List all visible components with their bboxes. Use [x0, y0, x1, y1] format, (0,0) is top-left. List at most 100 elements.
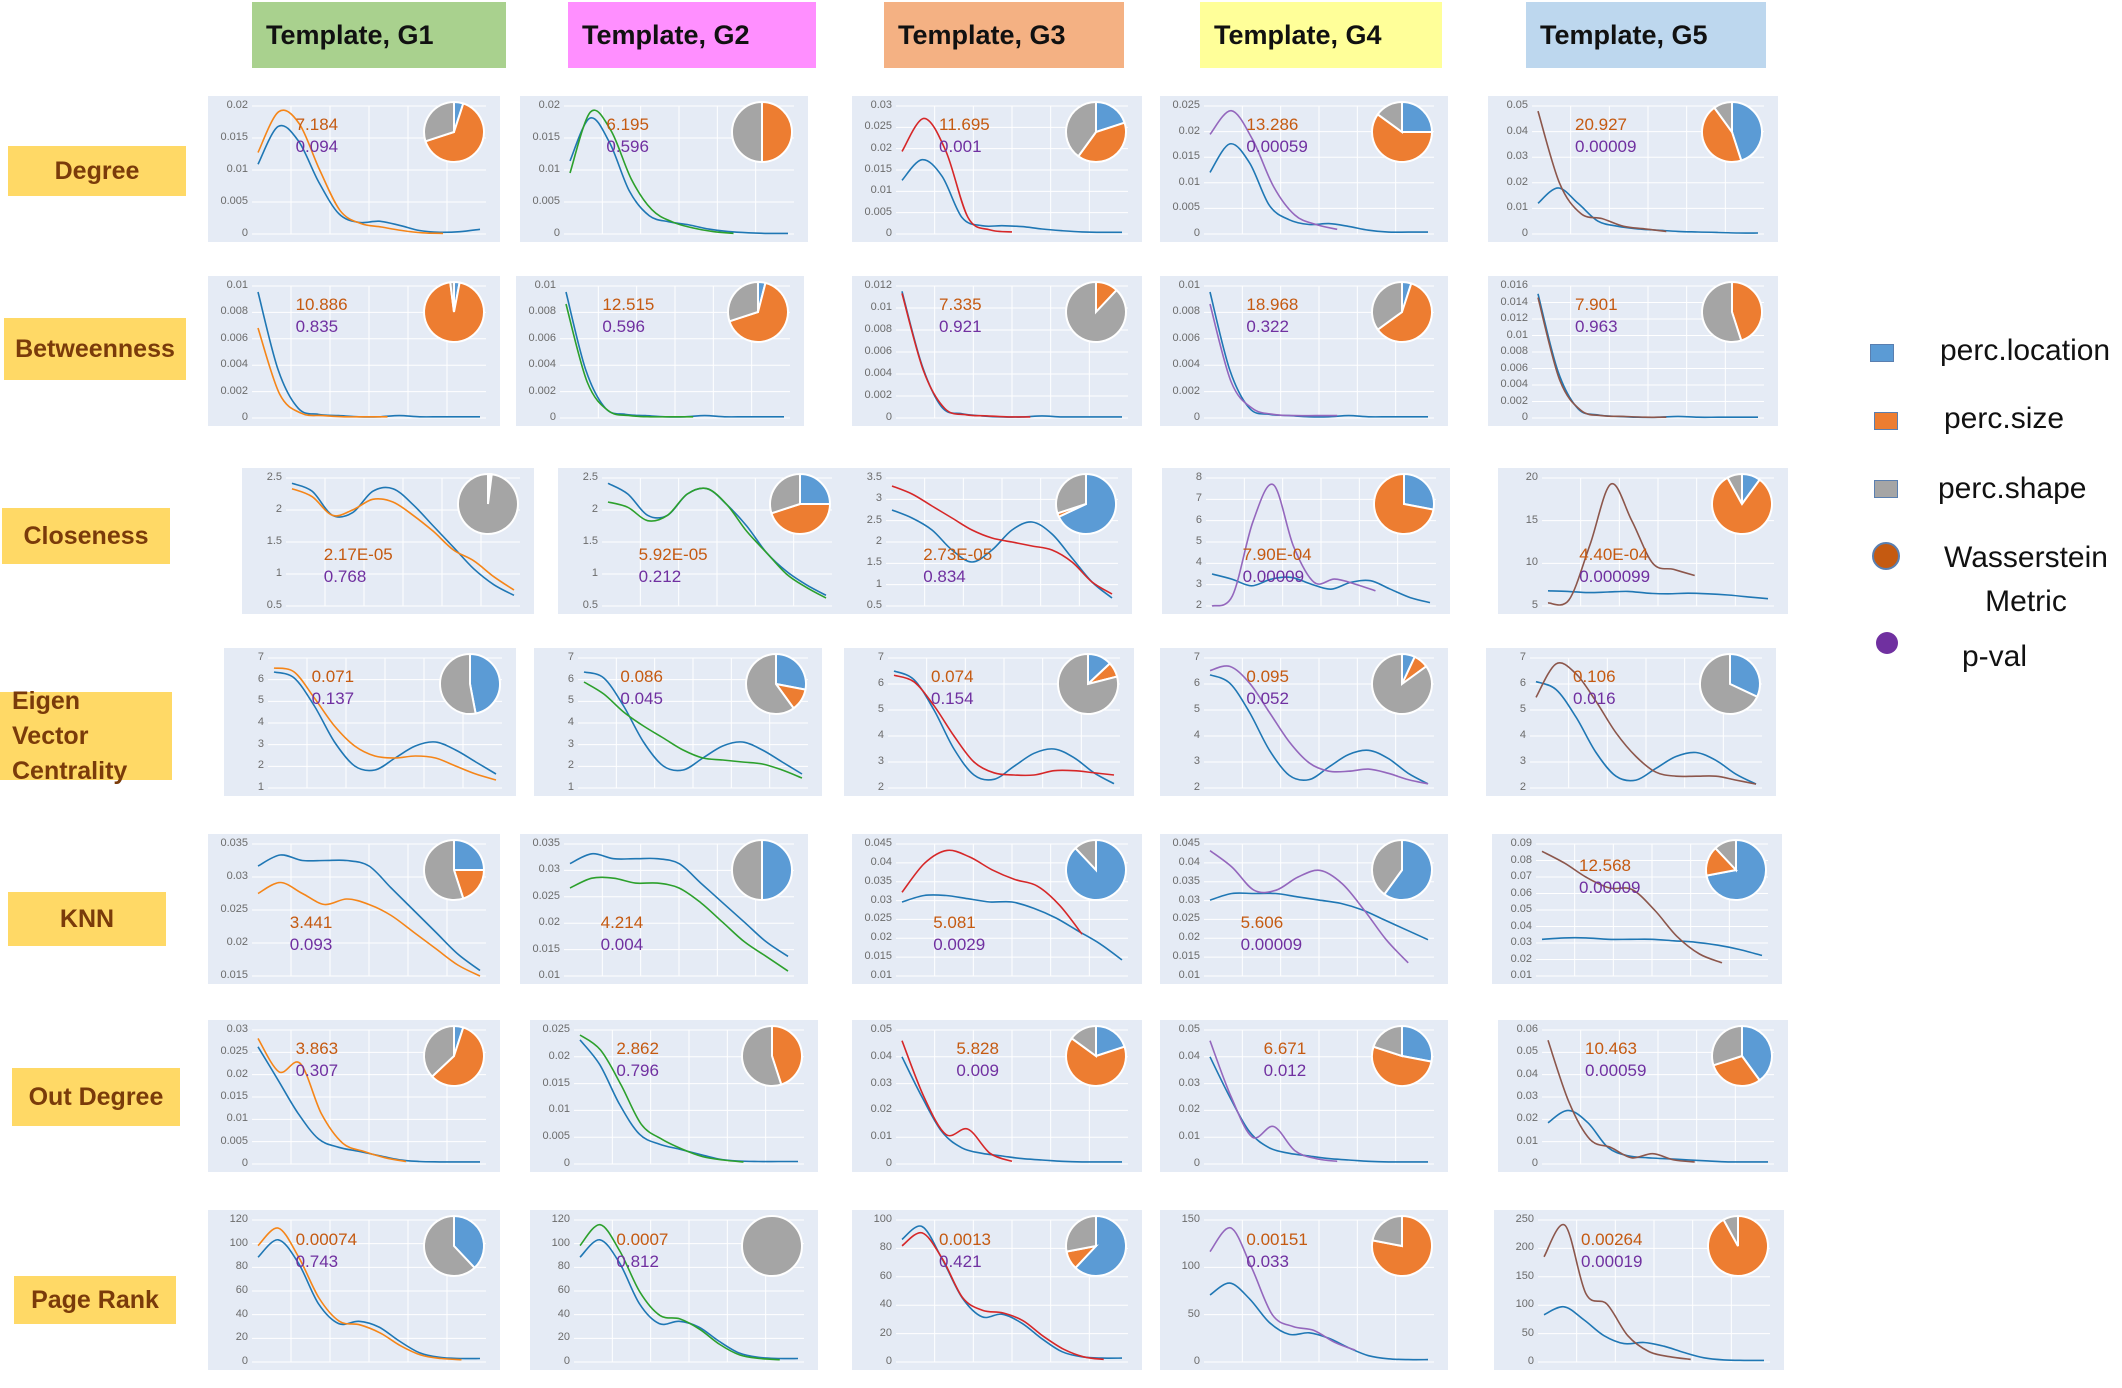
y-tick-label: 0: [1193, 1157, 1200, 1169]
pie-chart: [745, 652, 807, 715]
p-value: 0.212: [638, 566, 682, 586]
wasserstein-value: 0.00151: [1246, 1230, 1308, 1250]
column-header-label: Template, G2: [582, 19, 750, 50]
y-tick-label: 0.015: [864, 950, 892, 963]
y-tick-label: 0.5: [866, 599, 882, 611]
wasserstein-value: 0.00074: [295, 1230, 358, 1250]
chart-panel-betweenness-g3: 0.012 0.01 0.008 0.006 0.004 0.002 0 7.335 0.921: [852, 276, 1142, 426]
y-tick-label: 8: [1195, 471, 1202, 483]
pie-chart: [741, 1024, 803, 1087]
y-tick-label: 1: [567, 781, 574, 793]
wasserstein-value: 10.886: [295, 295, 348, 314]
y-tick-label: 200: [1515, 1241, 1534, 1254]
y-tick-label: 0.02: [870, 141, 892, 154]
row-label-eigen-vector-centrality: Eigen Vector Centrality: [0, 687, 172, 785]
wasserstein-value: 6.671: [1263, 1039, 1307, 1059]
y-tick-label: 3: [257, 737, 264, 750]
y-tick-label: 0.015: [220, 1090, 248, 1102]
chart-panel-degree-g5: 0.05 0.04 0.03 0.02 0.01 0 20.927 0.00009: [1488, 96, 1778, 242]
line-chart: [564, 838, 794, 977]
legend-marker-wasserstein: [1872, 542, 1900, 570]
y-tick-label: 0.09: [1510, 837, 1532, 849]
pie-slice-shape: [1699, 652, 1759, 715]
line-chart: [1204, 100, 1434, 235]
y-tick-label: 5: [567, 694, 574, 707]
y-tick-label: 40: [557, 1307, 570, 1320]
p-value: 0.0029: [933, 935, 986, 954]
pie-chart: [1705, 838, 1767, 901]
p-value: 0.009: [956, 1061, 999, 1081]
y-tick-label: 0.002: [864, 389, 892, 401]
y-tick-label: 0.03: [1516, 1090, 1538, 1102]
y-tick-label: 0: [241, 1355, 248, 1367]
pie-chart: [1699, 652, 1761, 715]
y-tick-label: 5: [1519, 703, 1526, 715]
y-tick-label: 0.008: [528, 305, 556, 318]
y-tick-label: 0.07: [1510, 870, 1532, 882]
pie-slice-size: [1701, 106, 1743, 163]
y-tick-label: 0.5: [266, 599, 282, 611]
row-label-text: Page Rank: [31, 1285, 159, 1314]
graph-series-line: [1537, 110, 1667, 233]
line-chart: [1204, 838, 1434, 977]
y-tick-label: 0: [1193, 227, 1200, 239]
y-tick-label: 100: [1181, 1260, 1200, 1273]
legend-label-location: perc.location: [1940, 334, 2111, 367]
pie-chart: [1057, 652, 1119, 715]
pie-slice-shape: [1714, 838, 1737, 873]
graph-series-line: [893, 674, 1115, 777]
p-value: 0.052: [1246, 688, 1289, 708]
column-header-label: Template, G5: [1540, 19, 1708, 50]
y-tick-label: 0.008: [1500, 345, 1528, 357]
graph-series-line: [1209, 1040, 1338, 1163]
template-series-line: [1547, 590, 1769, 600]
template-series-line: [901, 894, 1123, 961]
y-tick-label: 0.035: [220, 837, 248, 849]
pie-slice-size: [1371, 112, 1434, 163]
p-value: 0.016: [1573, 688, 1616, 708]
graph-series-line: [901, 849, 1083, 935]
pie-slice-size: [1371, 1214, 1433, 1277]
y-tick-label: 80: [879, 1241, 892, 1254]
y-tick-label: 0.01: [226, 279, 248, 291]
row-label-degree: Degree: [8, 146, 186, 196]
pie-slice-shape: [1371, 838, 1403, 896]
legend-swatch-size: [1874, 412, 1898, 430]
chart-panel-closeness-g1: 2.5 2 1.5 1 0.5 2.17E-05 0.768: [242, 468, 534, 614]
wasserstein-value: 4.214: [600, 913, 644, 932]
y-tick-label: 0.015: [1172, 950, 1200, 963]
pie-chart: [1373, 472, 1435, 535]
y-tick-label: 0: [1531, 1157, 1538, 1169]
y-tick-label: 0.006: [1500, 361, 1528, 374]
wasserstein-value: 12.515: [602, 295, 655, 314]
y-tick-label: 0.015: [1172, 150, 1200, 163]
p-value: 0.000099: [1579, 566, 1651, 586]
y-tick-label: 2: [1193, 781, 1200, 793]
y-tick-label: 40: [879, 1298, 892, 1311]
y-tick-label: 0.04: [1506, 124, 1528, 137]
pie-slice-location: [1401, 1024, 1433, 1063]
y-tick-label: 0: [241, 227, 248, 239]
wasserstein-value: 5.081: [933, 913, 976, 932]
pie-slice-shape: [1057, 652, 1119, 715]
legend-label-shape: perc.shape: [1938, 472, 2087, 505]
line-chart: [574, 1215, 804, 1363]
pie-chart: [1371, 652, 1433, 715]
graph-series-line: [1211, 483, 1376, 607]
line-chart: [560, 280, 790, 419]
y-tick-label: 0.025: [1172, 912, 1200, 925]
row-label-text: KNN: [59, 904, 115, 933]
wasserstein-value: 2.17E-05: [323, 544, 393, 564]
pie-chart: [423, 100, 485, 163]
wasserstein-value: 0.086: [620, 666, 663, 686]
graph-series-line: [901, 293, 1031, 418]
y-tick-label: 0.025: [220, 1045, 248, 1058]
wasserstein-value: 13.286: [1246, 114, 1299, 134]
column-header-g1: Template, G1: [252, 2, 506, 68]
y-tick-label: 2: [567, 759, 574, 772]
pie-chart: [1065, 100, 1127, 163]
y-tick-label: 3: [1195, 577, 1202, 590]
y-tick-label: 0.02: [1516, 1112, 1538, 1125]
column-header-label: Template, G4: [1214, 19, 1382, 50]
y-tick-label: 3: [1519, 755, 1526, 767]
